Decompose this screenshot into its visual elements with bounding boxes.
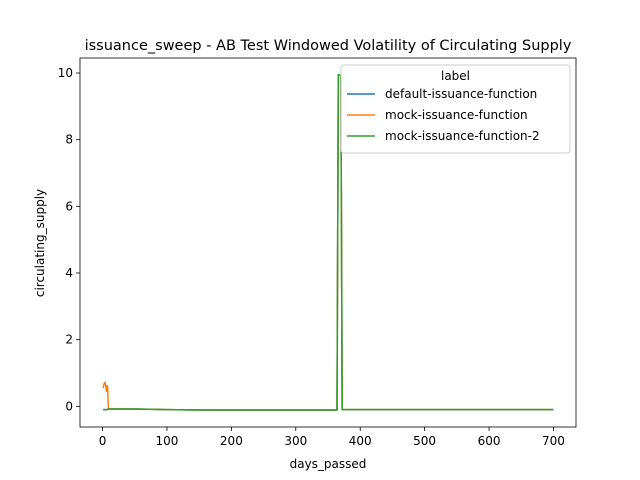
x-tick-label-3: 300	[284, 434, 307, 448]
y-tick-label-0: 0	[65, 399, 73, 413]
series-line-2	[103, 73, 554, 411]
y-axis-label: circulating_supply	[33, 189, 47, 297]
legend: label default-issuance-function mock-issua…	[340, 64, 571, 154]
x-tick-label-5: 500	[413, 434, 436, 448]
x-tick-label-2: 200	[220, 434, 243, 448]
x-tick-label-6: 600	[478, 434, 501, 448]
y-tick-label-5: 10	[58, 66, 73, 80]
x-tick-label-4: 400	[349, 434, 372, 448]
legend-box	[340, 64, 571, 154]
legend-entry-0: default-issuance-function	[385, 87, 537, 101]
chart-title: issuance_sweep - AB Test Windowed Volati…	[85, 38, 572, 54]
y-tick-label-2: 4	[65, 266, 73, 280]
y-tick-label-3: 6	[65, 199, 73, 213]
legend-entry-2: mock-issuance-function-2	[385, 129, 540, 143]
legend-title: label	[441, 69, 470, 83]
legend-entry-1: mock-issuance-function	[385, 108, 528, 122]
x-tick-label-1: 100	[156, 434, 179, 448]
y-tick-label-4: 8	[65, 133, 73, 147]
x-axis-label: days_passed	[290, 457, 367, 471]
x-tick-label-7: 700	[542, 434, 565, 448]
plot-area: 0 100 200 300 400 500 600 700 0 2 4 6 8 10	[58, 57, 577, 448]
axes-frame	[79, 57, 577, 428]
x-tick-label-0: 0	[99, 434, 107, 448]
y-tick-label-1: 2	[65, 333, 73, 347]
